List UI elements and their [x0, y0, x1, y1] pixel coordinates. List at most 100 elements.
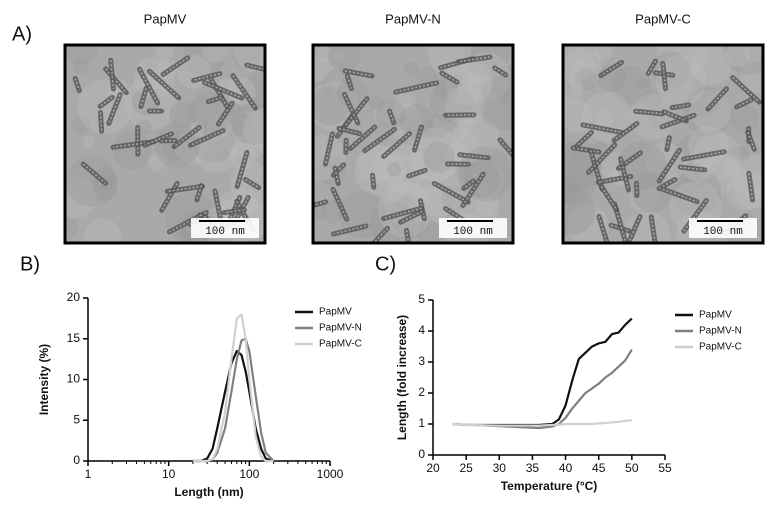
texture: [84, 218, 122, 243]
texture: [733, 172, 763, 210]
texture: [183, 45, 226, 77]
texture: [137, 120, 152, 135]
rod: [205, 95, 224, 105]
texture: [452, 113, 500, 161]
rod-edge: [246, 64, 265, 71]
rod-edge: [236, 152, 248, 187]
rod: [730, 75, 762, 105]
rod-edge: [672, 104, 689, 109]
texture: [424, 112, 461, 149]
rod: [492, 65, 509, 78]
micrograph: 100 nm: [561, 43, 765, 245]
micrograph-border: [561, 43, 765, 245]
x-tick-label: 30: [493, 461, 507, 475]
micrograph-content: 100 nm: [563, 45, 763, 243]
rod-edge: [663, 111, 687, 122]
texture: [354, 145, 405, 196]
x-tick-label: 20: [426, 461, 440, 475]
y-axis-label: Intensity (%): [37, 344, 51, 415]
rod: [645, 58, 658, 76]
texture: [65, 175, 97, 219]
texture: [93, 175, 118, 201]
legend-label: PapMV-N: [319, 323, 362, 334]
rod-edge: [344, 98, 368, 127]
texture: [632, 172, 673, 213]
scale-box: [191, 218, 259, 238]
rod-edge: [736, 99, 752, 108]
texture: [169, 101, 196, 128]
rod-edge: [99, 96, 113, 107]
texture: [611, 65, 652, 106]
micrograph-border: [63, 43, 267, 245]
scale-label: 100 nm: [703, 226, 743, 238]
micrograph: 100 nm: [63, 43, 267, 245]
texture: [595, 109, 614, 128]
rod-edge: [383, 133, 411, 157]
texture: [65, 155, 117, 207]
rod-edge: [232, 75, 257, 109]
rod-edge: [332, 188, 348, 220]
image-title: PapMV-C: [635, 11, 691, 26]
texture: [82, 135, 95, 148]
x-axis-label: Length (nm): [174, 485, 243, 499]
rod-edge: [313, 201, 326, 207]
texture: [194, 131, 238, 174]
rod: [656, 147, 682, 184]
texture: [657, 45, 710, 78]
legend-label: PapMV-C: [319, 339, 362, 350]
texture: [315, 45, 333, 62]
x-tick-label: 1000: [317, 467, 344, 481]
texture: [683, 87, 734, 138]
series-line: [192, 313, 274, 463]
texture: [726, 45, 751, 68]
rod-edge: [400, 210, 423, 223]
texture: [313, 80, 332, 102]
rod-edge: [408, 169, 426, 177]
rod-edge: [169, 211, 207, 233]
legend-label: PapMV-C: [699, 342, 742, 353]
rod-edge: [589, 150, 603, 190]
y-tick-label: 5: [418, 292, 425, 306]
panel-label: C): [375, 253, 396, 275]
x-tick-label: 40: [559, 461, 573, 475]
rod-edge: [433, 182, 469, 203]
texture: [427, 45, 471, 76]
rod-edge: [499, 139, 513, 157]
texture: [730, 104, 759, 134]
rod-edge: [344, 70, 373, 77]
texture: [700, 151, 743, 194]
texture: [73, 58, 89, 75]
rod-edge: [217, 102, 233, 125]
texture: [332, 49, 345, 62]
rod-edge: [613, 203, 627, 243]
texture: [433, 102, 473, 142]
y-tick-label: 0: [73, 453, 80, 467]
texture: [744, 45, 763, 62]
y-tick-label: 4: [418, 323, 425, 337]
texture: [564, 48, 596, 80]
rod-edge: [162, 57, 189, 76]
x-tick-label: 1: [85, 467, 92, 481]
texture: [478, 74, 513, 131]
rod-edge: [683, 151, 725, 160]
texture: [692, 78, 705, 91]
legend-label: PapMV: [699, 310, 732, 321]
texture: [690, 45, 732, 86]
x-tick-label: 55: [658, 461, 672, 475]
rod-edge: [350, 126, 376, 150]
texture: [228, 141, 257, 170]
texture: [393, 92, 417, 116]
rod-edge: [144, 133, 172, 146]
image-title: PapMV-N: [385, 11, 441, 26]
image-title: PapMV: [144, 11, 187, 26]
texture: [722, 45, 763, 76]
y-axis-label: Length (fold increase): [395, 315, 409, 440]
rod-edge: [108, 94, 121, 124]
texture: [231, 101, 265, 146]
micrograph-border: [311, 43, 515, 245]
texture: [423, 141, 455, 174]
rod-edge: [627, 216, 641, 243]
rod-edge: [190, 129, 224, 146]
texture: [429, 79, 473, 124]
